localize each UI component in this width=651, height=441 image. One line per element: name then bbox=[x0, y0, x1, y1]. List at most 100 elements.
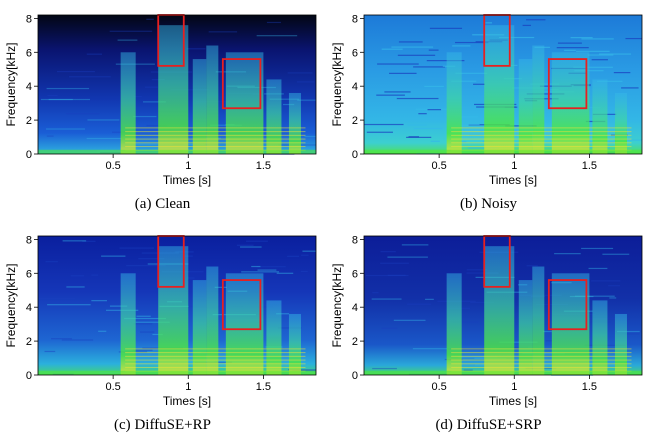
low-frequency-band bbox=[38, 370, 316, 375]
noise-streak bbox=[408, 136, 420, 138]
noise-streak bbox=[453, 116, 478, 118]
noise-streak bbox=[545, 340, 554, 342]
noise-streak bbox=[66, 113, 100, 115]
noise-streak bbox=[526, 19, 546, 21]
speech-energy-column bbox=[614, 92, 627, 154]
speech-energy-column bbox=[288, 92, 301, 154]
noise-streak bbox=[47, 95, 58, 97]
x-tick-label: 0.5 bbox=[431, 160, 446, 172]
noise-streak bbox=[609, 297, 617, 299]
plot-frame bbox=[37, 14, 317, 155]
noise-streak bbox=[292, 370, 316, 372]
x-tick-label: 1 bbox=[511, 160, 517, 172]
noise-streak bbox=[470, 301, 494, 303]
y-tick-label: 8 bbox=[352, 234, 358, 246]
harmonic-stripe bbox=[125, 355, 306, 357]
noise-streak bbox=[257, 269, 277, 271]
noise-streak bbox=[455, 72, 488, 74]
noise-streak bbox=[133, 115, 157, 118]
noise-streak bbox=[61, 339, 94, 341]
x-tick-label: 1.5 bbox=[582, 160, 597, 172]
noise-streak bbox=[467, 147, 499, 149]
noise-streak bbox=[68, 76, 111, 78]
noise-streak bbox=[581, 247, 614, 250]
panel-clean: 0.5 1 1.5 0 2 4 6 8 Times [s] Frequency[kHz] (a) … bbox=[0, 0, 325, 220]
noise-streak bbox=[589, 317, 630, 320]
noise-streak bbox=[48, 98, 91, 101]
harmonic-stripe bbox=[451, 367, 632, 369]
noise-streak bbox=[371, 298, 402, 300]
noise-streak bbox=[129, 143, 173, 145]
y-tick-label: 0 bbox=[26, 370, 32, 382]
noise-streak bbox=[241, 271, 280, 273]
caption-text: Clean bbox=[155, 196, 191, 212]
x-tick-label: 1.5 bbox=[256, 381, 271, 393]
caption-diffuse-srp: (d) DiffuSE+SRP bbox=[326, 417, 651, 434]
harmonic-stripe bbox=[125, 352, 306, 354]
noise-streak bbox=[290, 301, 316, 303]
x-axis-label: Times [s] bbox=[163, 394, 211, 408]
noise-streak bbox=[44, 350, 56, 353]
noise-streak bbox=[393, 319, 426, 321]
noise-streak bbox=[101, 255, 126, 257]
panel-noisy: 0.5 1 1.5 0 2 4 6 8 Times [s] Frequency[kHz] (b) … bbox=[326, 0, 651, 220]
noise-streak bbox=[46, 128, 85, 130]
noise-streak bbox=[381, 327, 398, 329]
noise-streak bbox=[109, 305, 128, 307]
y-tick-label: 2 bbox=[352, 115, 358, 127]
noise-streak bbox=[451, 80, 477, 82]
noise-streak bbox=[376, 94, 405, 96]
caption-prefix: (d) bbox=[435, 417, 453, 433]
noise-streak bbox=[625, 37, 642, 40]
noise-streak bbox=[463, 369, 473, 371]
y-tick-label: 4 bbox=[26, 302, 32, 314]
speech-energy-column bbox=[532, 45, 545, 155]
speech-energy-column bbox=[288, 313, 301, 375]
spectrogram-clean: 0.5 1 1.5 0 2 4 6 8 Times [s] Frequency[kHz] bbox=[4, 13, 317, 187]
noise-streak bbox=[117, 39, 138, 41]
noise-streak bbox=[602, 253, 630, 255]
x-tick-label: 0.5 bbox=[105, 160, 120, 172]
noise-streak bbox=[608, 285, 620, 287]
noise-streak bbox=[391, 46, 434, 48]
caption-diffuse-rp: (c) DiffuSE+RP bbox=[0, 417, 325, 434]
x-tick-label: 0.5 bbox=[431, 381, 446, 393]
speech-energy-column bbox=[518, 59, 533, 155]
speech-energy-column bbox=[551, 273, 590, 375]
noise-streak bbox=[381, 48, 403, 50]
plot-frame bbox=[363, 235, 643, 376]
noise-streak bbox=[132, 349, 153, 351]
noise-streak bbox=[413, 127, 443, 130]
y-tick-label: 6 bbox=[352, 268, 358, 280]
noise-streak bbox=[187, 277, 195, 279]
noise-streak bbox=[38, 297, 76, 300]
harmonic-stripe bbox=[125, 363, 306, 365]
noise-streak bbox=[429, 27, 463, 29]
noise-streak bbox=[573, 321, 611, 323]
caption-text: DiffuSE+RP bbox=[134, 417, 211, 433]
noise-streak bbox=[300, 270, 308, 273]
harmonic-stripe bbox=[125, 348, 306, 350]
harmonic-stripe bbox=[125, 127, 306, 129]
noise-streak bbox=[587, 54, 614, 56]
harmonic-stripe bbox=[451, 359, 632, 361]
highlight-box-2 bbox=[547, 279, 588, 331]
noise-streak bbox=[577, 118, 606, 120]
noise-streak bbox=[458, 141, 467, 143]
noise-streak bbox=[287, 255, 300, 257]
noise-streak bbox=[364, 123, 404, 126]
noise-streak bbox=[387, 274, 406, 276]
y-tick-label: 8 bbox=[26, 234, 32, 246]
speech-energy-column bbox=[206, 45, 219, 155]
noise-streak bbox=[51, 338, 73, 340]
noise-streak bbox=[591, 59, 608, 61]
harmonic-stripe bbox=[125, 142, 306, 144]
noise-streak bbox=[46, 135, 54, 137]
noise-streak bbox=[581, 38, 614, 40]
x-tick-label: 1.5 bbox=[256, 160, 271, 172]
noise-streak bbox=[304, 135, 316, 138]
harmonic-stripe bbox=[125, 367, 306, 369]
noise-streak bbox=[70, 275, 85, 277]
y-axis-label: Frequency[kHz] bbox=[4, 263, 18, 347]
noise-streak bbox=[596, 80, 623, 82]
